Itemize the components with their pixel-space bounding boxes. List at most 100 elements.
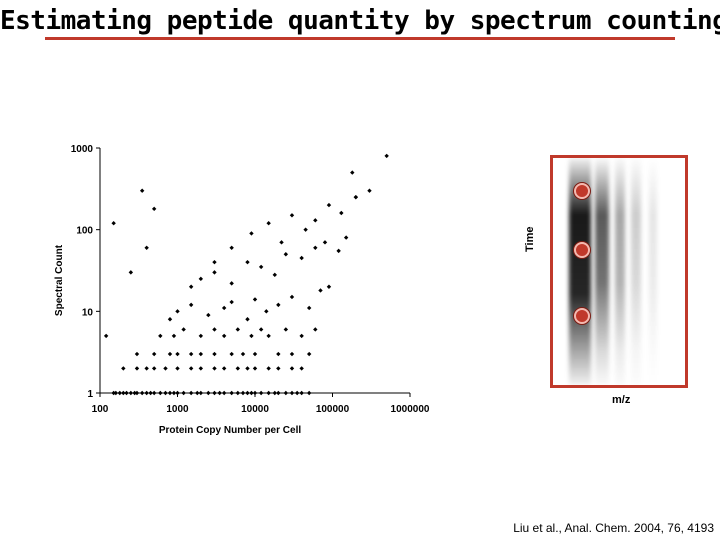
y-tick-label: 100 [76, 226, 93, 237]
scatter-point [198, 390, 204, 396]
ms-lane [615, 158, 625, 385]
scatter-point [117, 390, 122, 396]
slide-title: Estimating peptide quantity by spectrum … [0, 6, 720, 36]
ms-time-label: Time [524, 226, 536, 252]
scatter-point [283, 390, 289, 396]
scatter-point [235, 366, 241, 371]
scatter-point [144, 245, 149, 250]
scatter-point [289, 351, 295, 357]
x-axis-label: Protein Copy Number per Cell [159, 425, 301, 436]
scatter-point [336, 248, 341, 254]
scatter-point [313, 327, 318, 332]
scatter-point [343, 235, 349, 240]
scatter-point [303, 227, 308, 232]
scatter-point [266, 333, 271, 339]
x-tick-label: 10000 [241, 404, 269, 415]
scatter-point [171, 390, 177, 396]
scatter-point [144, 366, 149, 371]
scatter-point [245, 259, 250, 265]
scatter-point [163, 366, 168, 371]
scatter-point [113, 390, 119, 396]
scatter-point [326, 202, 332, 208]
scatter-point [306, 305, 312, 311]
scatter-point [276, 390, 281, 396]
scatter-point [350, 170, 355, 175]
scatter-point [121, 366, 126, 371]
scatter-point [148, 390, 153, 396]
scatter-point [181, 390, 186, 396]
scatter-point [306, 390, 312, 396]
scatter-point [171, 333, 177, 339]
scatter-point [266, 390, 271, 396]
scatter-point [221, 333, 227, 339]
x-tick-label: 100000 [316, 404, 350, 415]
scatter-point [245, 317, 250, 322]
y-tick-label: 1000 [71, 144, 94, 155]
scatter-point [134, 351, 140, 357]
scatter-point [188, 302, 194, 308]
scatter-point [289, 213, 295, 218]
scatter-point [198, 333, 204, 339]
peak-marker [574, 242, 590, 258]
scatter-point [299, 333, 304, 339]
scatter-point [151, 351, 157, 357]
scatter-point [367, 188, 372, 193]
scatter-point [132, 390, 137, 396]
scatter-point [139, 390, 145, 396]
ms-mz-label: m/z [612, 394, 631, 406]
scatter-point [163, 390, 168, 396]
scatter-point [181, 327, 186, 332]
scatter-point [103, 333, 109, 339]
scatter-point [283, 252, 289, 257]
scatter-point [167, 390, 173, 396]
scatter-point [264, 309, 269, 314]
scatter-point [289, 294, 295, 300]
scatter-point [124, 390, 129, 396]
scatter-point [313, 218, 318, 223]
scatter-point [299, 366, 304, 371]
scatter-point [229, 390, 234, 396]
scatter-point [313, 245, 318, 250]
scatter-point [384, 153, 389, 159]
scatter-point [235, 327, 241, 332]
scatter-point [276, 366, 281, 371]
scatter-point [326, 284, 332, 289]
scatter-point [339, 210, 344, 216]
y-tick-label: 10 [82, 307, 94, 318]
scatter-point [206, 312, 211, 318]
scatter-point [167, 317, 173, 322]
ms-lane [649, 158, 657, 385]
scatter-point [252, 351, 258, 357]
scatter-point [212, 327, 217, 332]
scatter-point [221, 390, 227, 396]
scatter-point [158, 333, 163, 339]
y-axis-label: Spectral Count [54, 244, 65, 316]
scatter-point [188, 351, 194, 357]
x-tick-label: 1000 [166, 404, 189, 415]
scatter-point [353, 194, 359, 200]
scatter-point [151, 206, 157, 212]
scatter-point [245, 390, 250, 396]
ms-lane [631, 158, 641, 385]
scatter-point [188, 390, 194, 396]
scatter-point [266, 366, 271, 371]
scatter-point [158, 390, 163, 396]
scatter-point [206, 390, 211, 396]
scatter-point [167, 351, 173, 357]
x-tick-label: 1000000 [391, 404, 430, 415]
scatter-point [128, 270, 134, 275]
y-tick-label: 1 [87, 389, 93, 400]
scatter-point [258, 264, 264, 270]
scatter-point [258, 390, 264, 396]
scatter-point [221, 305, 227, 311]
scatter-point [258, 327, 264, 332]
scatter-point [195, 390, 200, 396]
scatter-point [175, 366, 180, 371]
scatter-point [128, 390, 134, 396]
scatter-point [252, 366, 258, 371]
scatter-point [175, 390, 180, 396]
scatter-point [144, 390, 149, 396]
scatter-point [188, 284, 194, 289]
scatter-point [134, 366, 140, 371]
